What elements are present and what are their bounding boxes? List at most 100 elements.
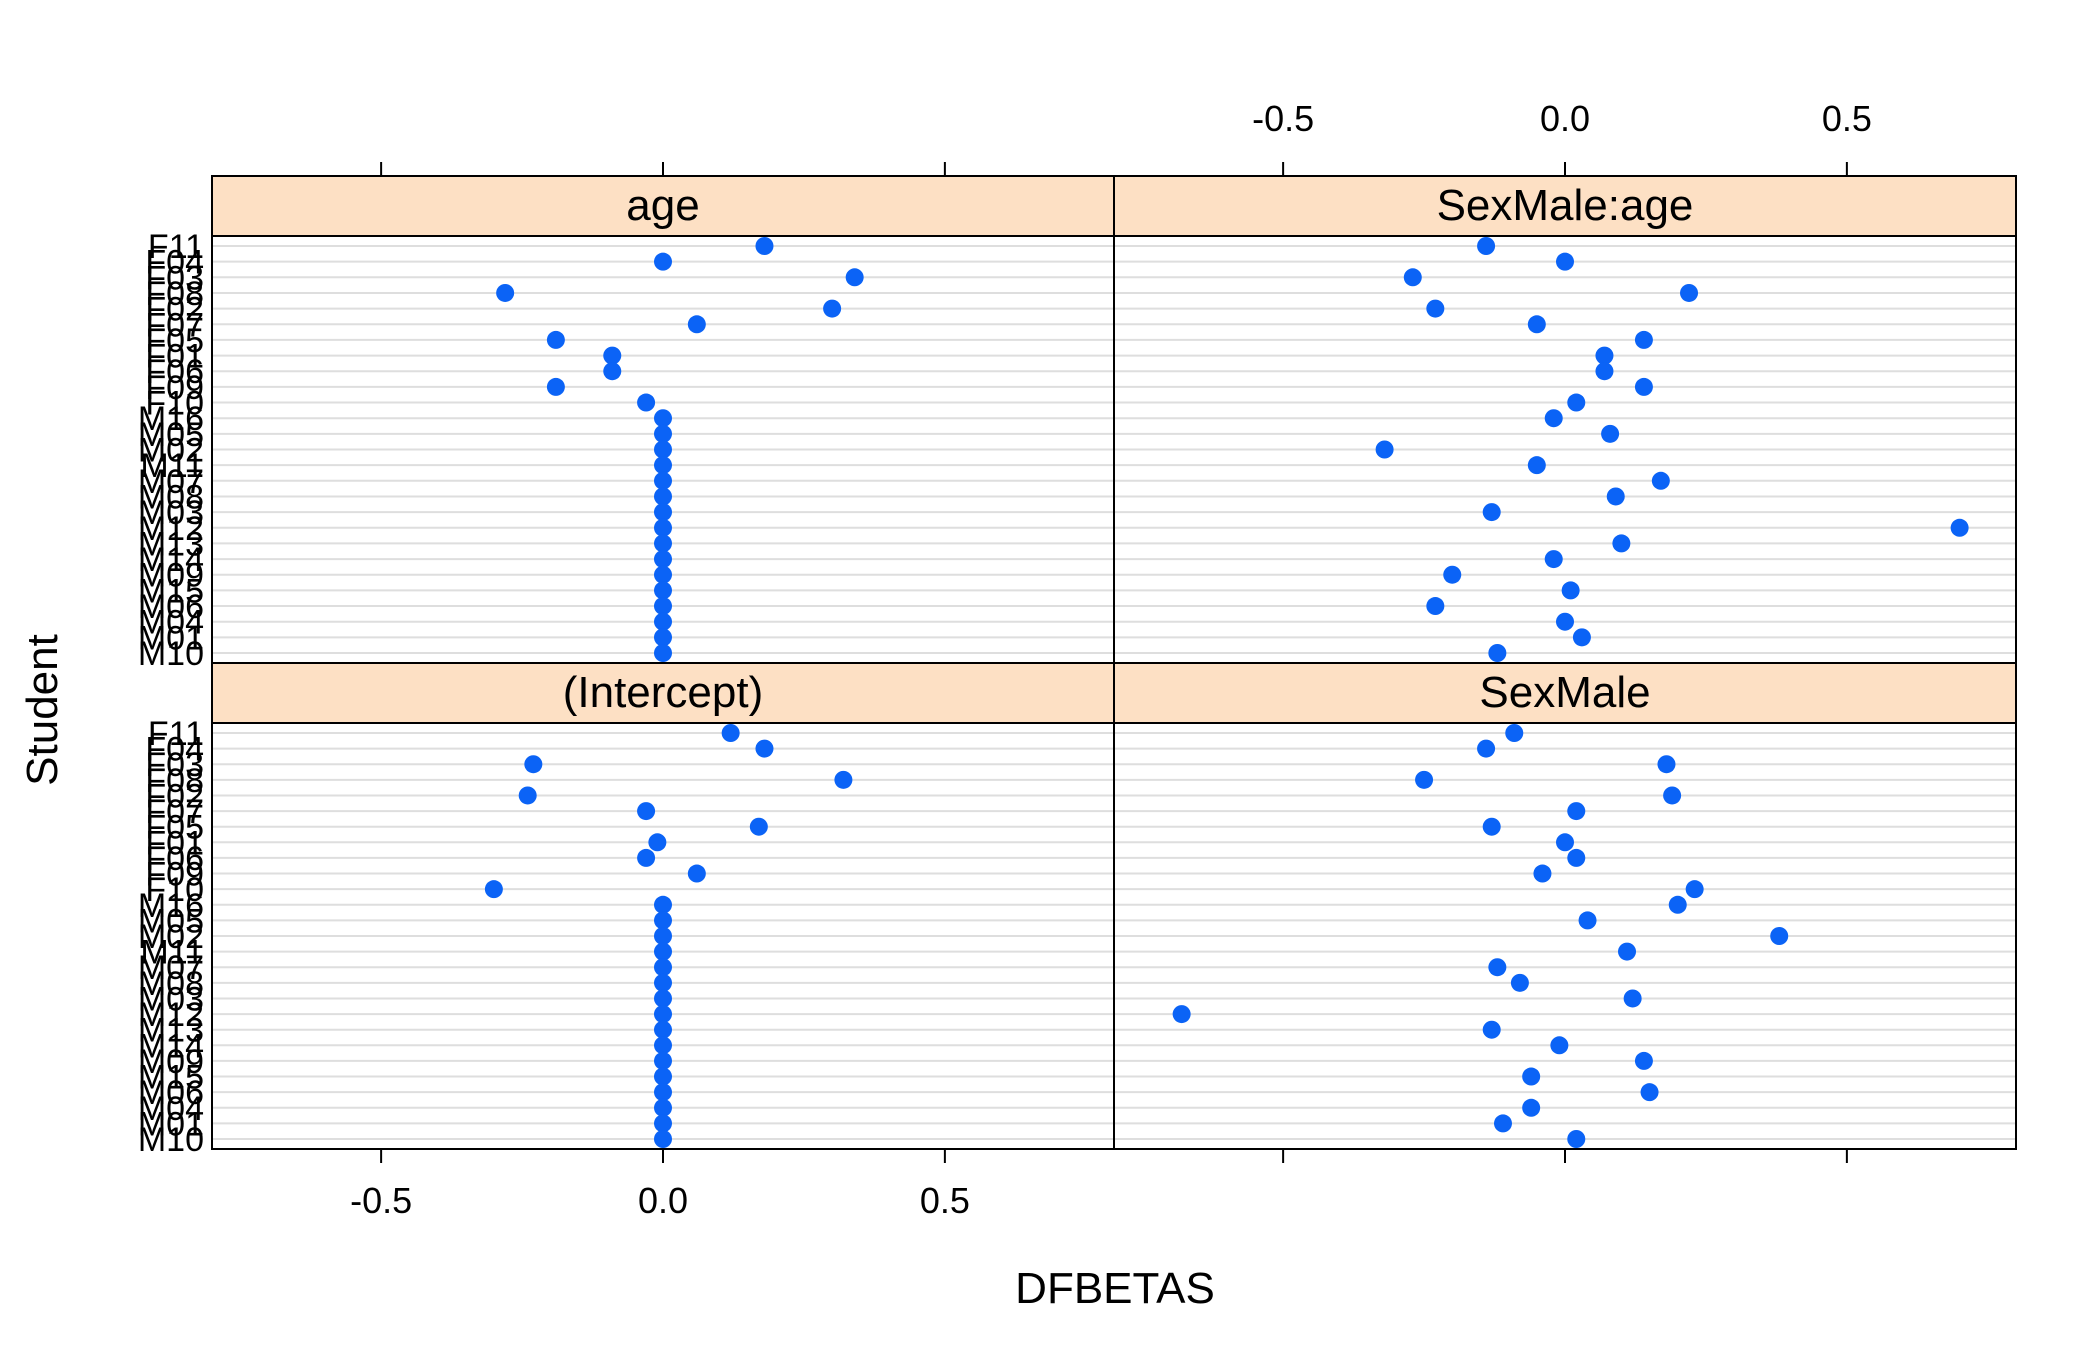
row-label: F01: [145, 338, 204, 376]
row-label: M15: [138, 572, 204, 610]
data-point: [654, 942, 672, 961]
row-label: M14: [138, 541, 204, 579]
y-axis-title: Student: [18, 634, 67, 786]
row-label: M04: [138, 604, 204, 642]
data-point: [648, 833, 667, 852]
row-label: F05: [145, 809, 204, 847]
data-point: [1595, 346, 1614, 365]
row-label: M10: [138, 635, 204, 673]
row-label: M06: [138, 588, 204, 626]
row-label: M03: [138, 494, 204, 532]
data-point: [654, 1067, 672, 1086]
data-point: [1415, 770, 1434, 789]
data-point: [1550, 1036, 1569, 1055]
data-point: [654, 424, 672, 443]
data-point: [845, 268, 864, 287]
data-point: [1685, 880, 1704, 899]
row-label: M02: [138, 432, 204, 470]
strip-4: [1113, 662, 2017, 724]
data-point: [654, 440, 672, 459]
row-label: M11: [140, 934, 204, 972]
data-point: [1488, 958, 1507, 977]
data-point: [1640, 1083, 1659, 1102]
row-label: M04: [138, 1090, 204, 1128]
data-point: [603, 362, 622, 381]
data-point: [1556, 252, 1574, 271]
row-label: M07: [138, 949, 204, 987]
data-point: [1567, 1130, 1586, 1148]
row-label: M06: [138, 1074, 204, 1112]
data-point: [721, 724, 740, 742]
data-point: [834, 770, 853, 789]
row-label: F06: [145, 353, 204, 391]
row-label: M13: [138, 525, 204, 563]
row-label: M09: [138, 1043, 204, 1081]
data-point: [654, 565, 672, 584]
data-point: [1770, 927, 1789, 945]
panels-layer: age SexMale:age (Intercept) SexMale: [211, 175, 2017, 1150]
data-point: [1488, 644, 1507, 662]
data-point: [524, 755, 543, 774]
data-point: [518, 786, 537, 805]
data-point: [1505, 724, 1524, 742]
data-point: [1522, 1067, 1541, 1086]
row-label: M16: [138, 400, 204, 438]
strip-label-1: age: [626, 181, 699, 230]
data-point: [654, 1036, 672, 1055]
axes-layer: F11F04F03F08F02F07F05F01F06F09F10M16M05M…: [138, 98, 1872, 1221]
data-point: [654, 989, 672, 1008]
data-point: [654, 503, 672, 522]
row-label: M13: [138, 1012, 204, 1050]
data-point: [1443, 565, 1462, 584]
data-point: [603, 346, 622, 365]
data-point: [1482, 1020, 1501, 1039]
data-point: [654, 1005, 672, 1024]
x-tick-label: 0.5: [1822, 98, 1872, 139]
data-point: [654, 456, 672, 475]
data-point: [654, 597, 672, 616]
data-point: [1657, 755, 1676, 774]
row-label: F04: [145, 244, 204, 282]
data-point: [654, 581, 672, 600]
data-point: [1477, 237, 1496, 255]
data-point: [1623, 989, 1642, 1008]
x-axis-title: DFBETAS: [1015, 1264, 1215, 1313]
row-label: M12: [138, 510, 204, 548]
data-point: [637, 848, 656, 867]
row-label: F09: [145, 369, 204, 407]
row-label: F08: [145, 275, 204, 313]
data-point: [654, 471, 672, 490]
data-point: [496, 283, 515, 302]
row-label: M10: [138, 1121, 204, 1159]
row-label: M11: [140, 447, 204, 485]
data-point: [1634, 1051, 1653, 1070]
data-point: [654, 252, 672, 271]
row-label: F03: [145, 746, 204, 784]
data-point: [1426, 597, 1445, 616]
data-point: [687, 864, 706, 883]
x-tick-label: 0.0: [1540, 98, 1590, 139]
data-point: [1493, 1114, 1512, 1133]
row-label: M12: [138, 996, 204, 1034]
data-point: [654, 518, 672, 537]
row-label: F05: [145, 322, 204, 360]
data-point: [1172, 1005, 1191, 1024]
data-point: [1663, 786, 1682, 805]
strip-label-3: (Intercept): [563, 668, 764, 717]
data-point: [1544, 550, 1563, 569]
strip-1: [211, 175, 1115, 237]
data-point: [1578, 911, 1597, 930]
row-label: M14: [138, 1027, 204, 1065]
row-label: M02: [138, 918, 204, 956]
data-point: [1482, 503, 1501, 522]
data-point: [1556, 612, 1574, 631]
data-point: [654, 911, 672, 930]
data-point: [1375, 440, 1394, 459]
data-point: [637, 393, 656, 412]
data-point: [1522, 1098, 1541, 1117]
row-label: M09: [138, 557, 204, 595]
data-point: [654, 1114, 672, 1133]
x-tick-label: -0.5: [1252, 98, 1314, 139]
row-label: F04: [145, 731, 204, 769]
row-label: F06: [145, 840, 204, 878]
